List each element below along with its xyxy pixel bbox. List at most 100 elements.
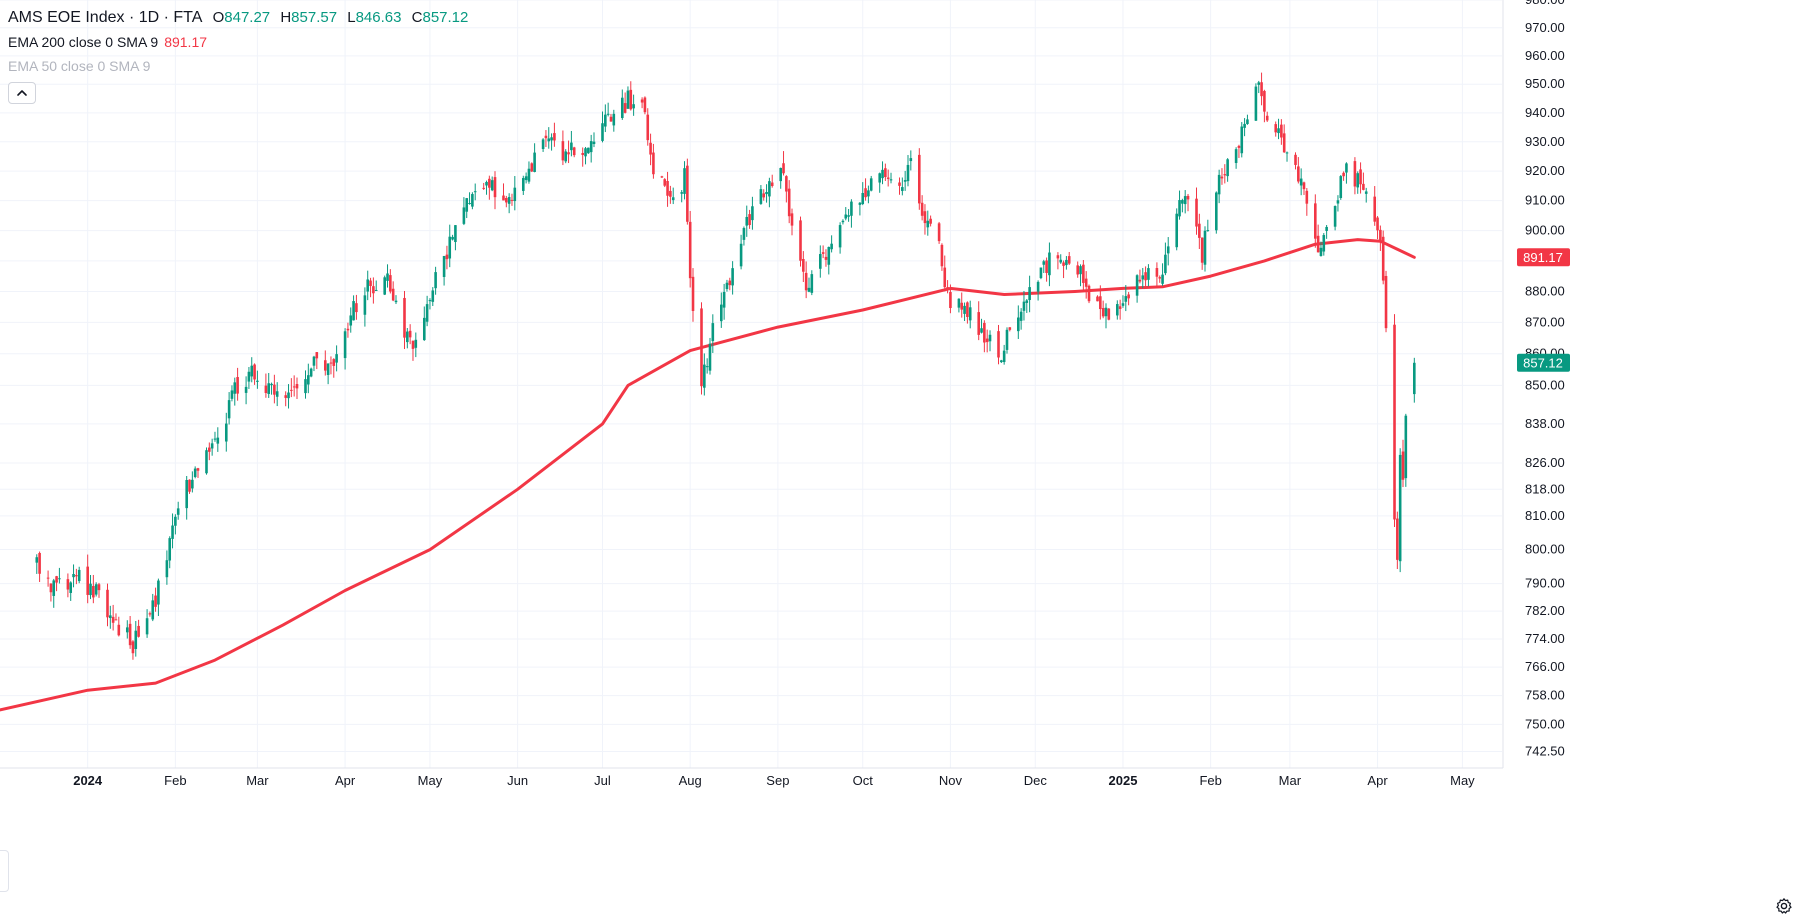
candle bbox=[564, 149, 568, 164]
symbol-legend-row[interactable]: AMS EOE Index · 1D · FTA O847.27 H857.57… bbox=[8, 6, 468, 30]
candle-body bbox=[38, 552, 41, 574]
candle-body bbox=[700, 308, 703, 387]
candle bbox=[708, 337, 712, 375]
candle-body bbox=[1175, 213, 1179, 248]
candle bbox=[844, 207, 848, 221]
x-tick-label: Jul bbox=[594, 773, 611, 788]
candle bbox=[270, 382, 273, 395]
candle bbox=[352, 295, 355, 321]
candle-body bbox=[1215, 192, 1218, 231]
candle-body bbox=[247, 371, 251, 382]
x-tick-label: Mar bbox=[246, 773, 269, 788]
candle bbox=[148, 611, 152, 617]
candle bbox=[977, 301, 981, 341]
close-label: C bbox=[411, 9, 423, 26]
candle bbox=[403, 290, 406, 350]
legend-collapse-button[interactable] bbox=[8, 82, 36, 104]
candle bbox=[425, 295, 429, 327]
candle bbox=[1124, 285, 1128, 312]
candle-body bbox=[530, 163, 534, 172]
candle-body bbox=[649, 142, 652, 155]
candle-body bbox=[1203, 230, 1207, 265]
candle bbox=[1025, 298, 1029, 313]
candle-body bbox=[77, 569, 81, 582]
candle bbox=[601, 111, 604, 143]
candle-body bbox=[329, 362, 333, 364]
candle-body bbox=[553, 133, 556, 141]
candle bbox=[75, 568, 78, 585]
candle bbox=[233, 377, 237, 406]
candle bbox=[1082, 259, 1085, 292]
candle bbox=[507, 193, 511, 214]
ema50-legend-row[interactable]: EMA 50 close 0 SMA 9 bbox=[8, 54, 468, 78]
candle-body bbox=[623, 103, 627, 113]
candle bbox=[683, 161, 686, 200]
candle bbox=[782, 151, 785, 176]
x-tick-label: Feb bbox=[1199, 773, 1221, 788]
y-tick-label: 900.00 bbox=[1525, 223, 1565, 238]
candle-body bbox=[1099, 296, 1102, 310]
candle-body bbox=[1282, 133, 1286, 153]
candle bbox=[1398, 448, 1402, 573]
left-panel-handle[interactable] bbox=[0, 850, 9, 892]
candle bbox=[943, 255, 947, 292]
candle bbox=[527, 161, 531, 184]
candle bbox=[386, 264, 389, 288]
candle-body bbox=[1107, 308, 1111, 320]
candle-body bbox=[1178, 200, 1181, 217]
candle-body bbox=[861, 193, 865, 205]
candle-body bbox=[1322, 235, 1326, 252]
candle-body bbox=[1200, 237, 1204, 263]
candle bbox=[1297, 157, 1300, 184]
candle-body bbox=[898, 182, 901, 186]
candle-body bbox=[273, 384, 276, 395]
candle bbox=[1277, 118, 1280, 140]
candle bbox=[94, 582, 98, 597]
candle-body bbox=[267, 383, 271, 394]
candle bbox=[92, 574, 95, 604]
candle-body bbox=[570, 142, 573, 151]
candle bbox=[799, 216, 802, 267]
candle-body bbox=[352, 301, 355, 321]
candle bbox=[1302, 181, 1306, 195]
candle bbox=[804, 261, 808, 299]
price-tags: 891.17 857.12 bbox=[1517, 248, 1570, 372]
candle-body bbox=[629, 89, 633, 110]
candle bbox=[117, 616, 121, 637]
y-tick-label: 766.00 bbox=[1525, 659, 1565, 674]
ema200-legend-row[interactable]: EMA 200 close 0 SMA 9 891.17 bbox=[8, 30, 468, 54]
candle-body bbox=[1065, 259, 1068, 266]
candle bbox=[1045, 257, 1048, 282]
candle bbox=[513, 176, 517, 211]
price-axis[interactable]: 742.50 750.00 758.00 766.00 774.00 782.00 790.… bbox=[1502, 0, 1565, 768]
candle bbox=[191, 471, 194, 493]
candle-body bbox=[1260, 82, 1263, 97]
candle-body bbox=[1062, 262, 1065, 266]
candle bbox=[1393, 314, 1396, 527]
candle-body bbox=[451, 236, 454, 240]
y-tick-label: 790.00 bbox=[1525, 576, 1565, 591]
candle-body bbox=[482, 187, 485, 189]
candle-body bbox=[1028, 287, 1031, 301]
candle-body bbox=[1138, 279, 1142, 282]
y-tick-label: 960.00 bbox=[1525, 48, 1565, 63]
time-axis[interactable]: 2024 Feb Mar Apr May Jun Jul Aug Sep Oct Nov Dec 202… bbox=[0, 767, 1503, 788]
candle-body bbox=[1305, 190, 1309, 204]
candle bbox=[213, 431, 217, 442]
candle bbox=[109, 605, 112, 629]
candle-body bbox=[847, 215, 850, 217]
candle-body bbox=[779, 167, 783, 182]
chart-settings-button[interactable] bbox=[1770, 892, 1798, 920]
candle bbox=[490, 176, 494, 192]
candle-body bbox=[592, 141, 596, 145]
candle bbox=[363, 287, 367, 327]
candle-body bbox=[544, 135, 548, 139]
candle bbox=[623, 92, 627, 114]
candle-body bbox=[824, 256, 828, 260]
candle-body bbox=[490, 180, 494, 191]
candle-body bbox=[968, 307, 972, 321]
candle bbox=[295, 377, 299, 400]
candle-body bbox=[1195, 198, 1198, 227]
